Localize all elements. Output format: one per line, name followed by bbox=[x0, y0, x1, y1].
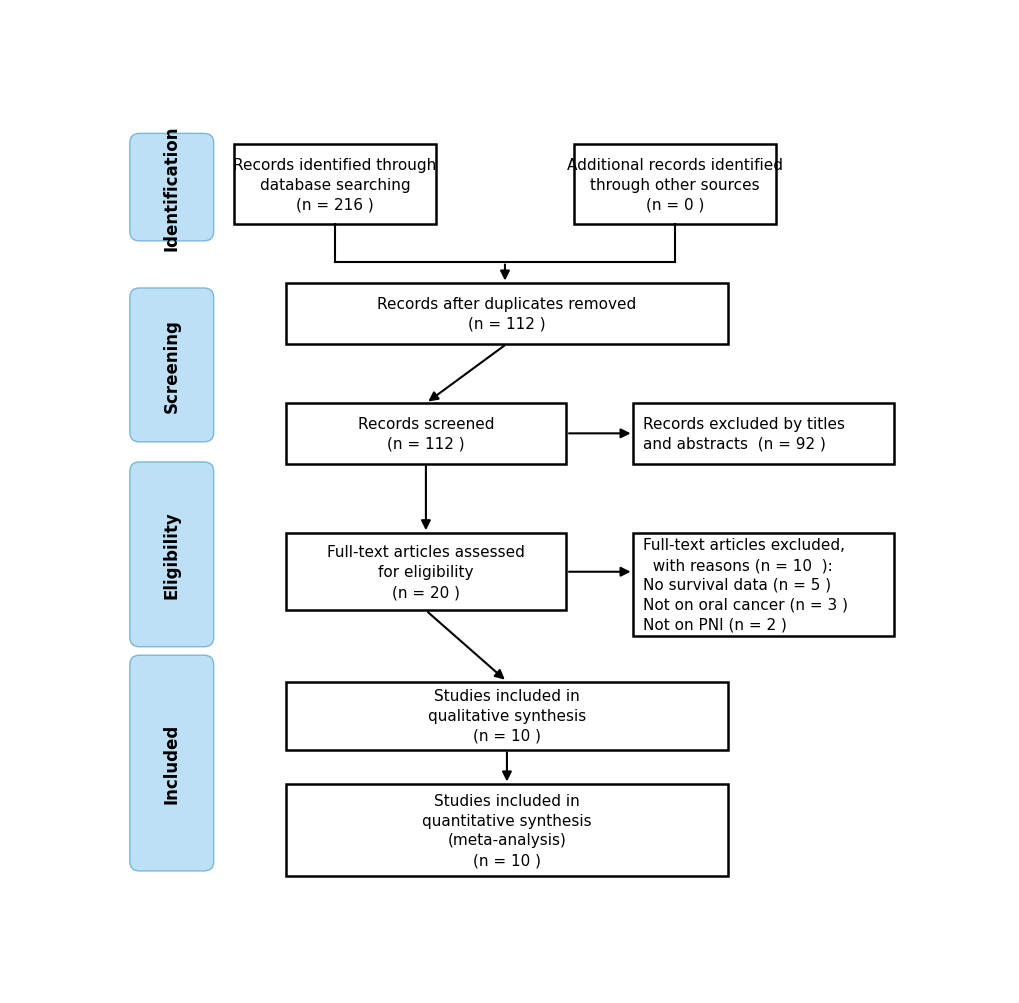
FancyBboxPatch shape bbox=[129, 134, 213, 242]
Text: Records excluded by titles
and abstracts  (n = 92 ): Records excluded by titles and abstracts… bbox=[642, 416, 844, 451]
FancyBboxPatch shape bbox=[129, 656, 213, 871]
Text: Full-text articles assessed
for eligibility
(n = 20 ): Full-text articles assessed for eligibil… bbox=[327, 545, 525, 600]
Text: Eligibility: Eligibility bbox=[163, 511, 180, 599]
Text: Identification: Identification bbox=[163, 125, 180, 251]
FancyBboxPatch shape bbox=[285, 682, 728, 750]
Text: Records identified through
database searching
(n = 216 ): Records identified through database sear… bbox=[233, 157, 436, 212]
FancyBboxPatch shape bbox=[633, 404, 894, 464]
Text: Additional records identified
through other sources
(n = 0 ): Additional records identified through ot… bbox=[567, 157, 783, 212]
Text: Studies included in
quantitative synthesis
(meta-analysis)
(n = 10 ): Studies included in quantitative synthes… bbox=[422, 793, 591, 868]
Text: Records after duplicates removed
(n = 112 ): Records after duplicates removed (n = 11… bbox=[377, 297, 636, 332]
Text: Records screened
(n = 112 ): Records screened (n = 112 ) bbox=[358, 416, 493, 451]
FancyBboxPatch shape bbox=[129, 289, 213, 442]
FancyBboxPatch shape bbox=[285, 404, 566, 464]
FancyBboxPatch shape bbox=[574, 145, 775, 225]
FancyBboxPatch shape bbox=[234, 145, 435, 225]
FancyBboxPatch shape bbox=[633, 534, 894, 636]
FancyBboxPatch shape bbox=[285, 534, 566, 611]
FancyBboxPatch shape bbox=[129, 462, 213, 647]
FancyBboxPatch shape bbox=[285, 784, 728, 876]
Text: Screening: Screening bbox=[163, 319, 180, 412]
Text: Included: Included bbox=[163, 723, 180, 803]
Text: Full-text articles excluded,
  with reasons (n = 10  ):
No survival data (n = 5 : Full-text articles excluded, with reason… bbox=[642, 538, 847, 632]
FancyBboxPatch shape bbox=[285, 284, 728, 344]
Text: Studies included in
qualitative synthesis
(n = 10 ): Studies included in qualitative synthesi… bbox=[427, 688, 586, 743]
